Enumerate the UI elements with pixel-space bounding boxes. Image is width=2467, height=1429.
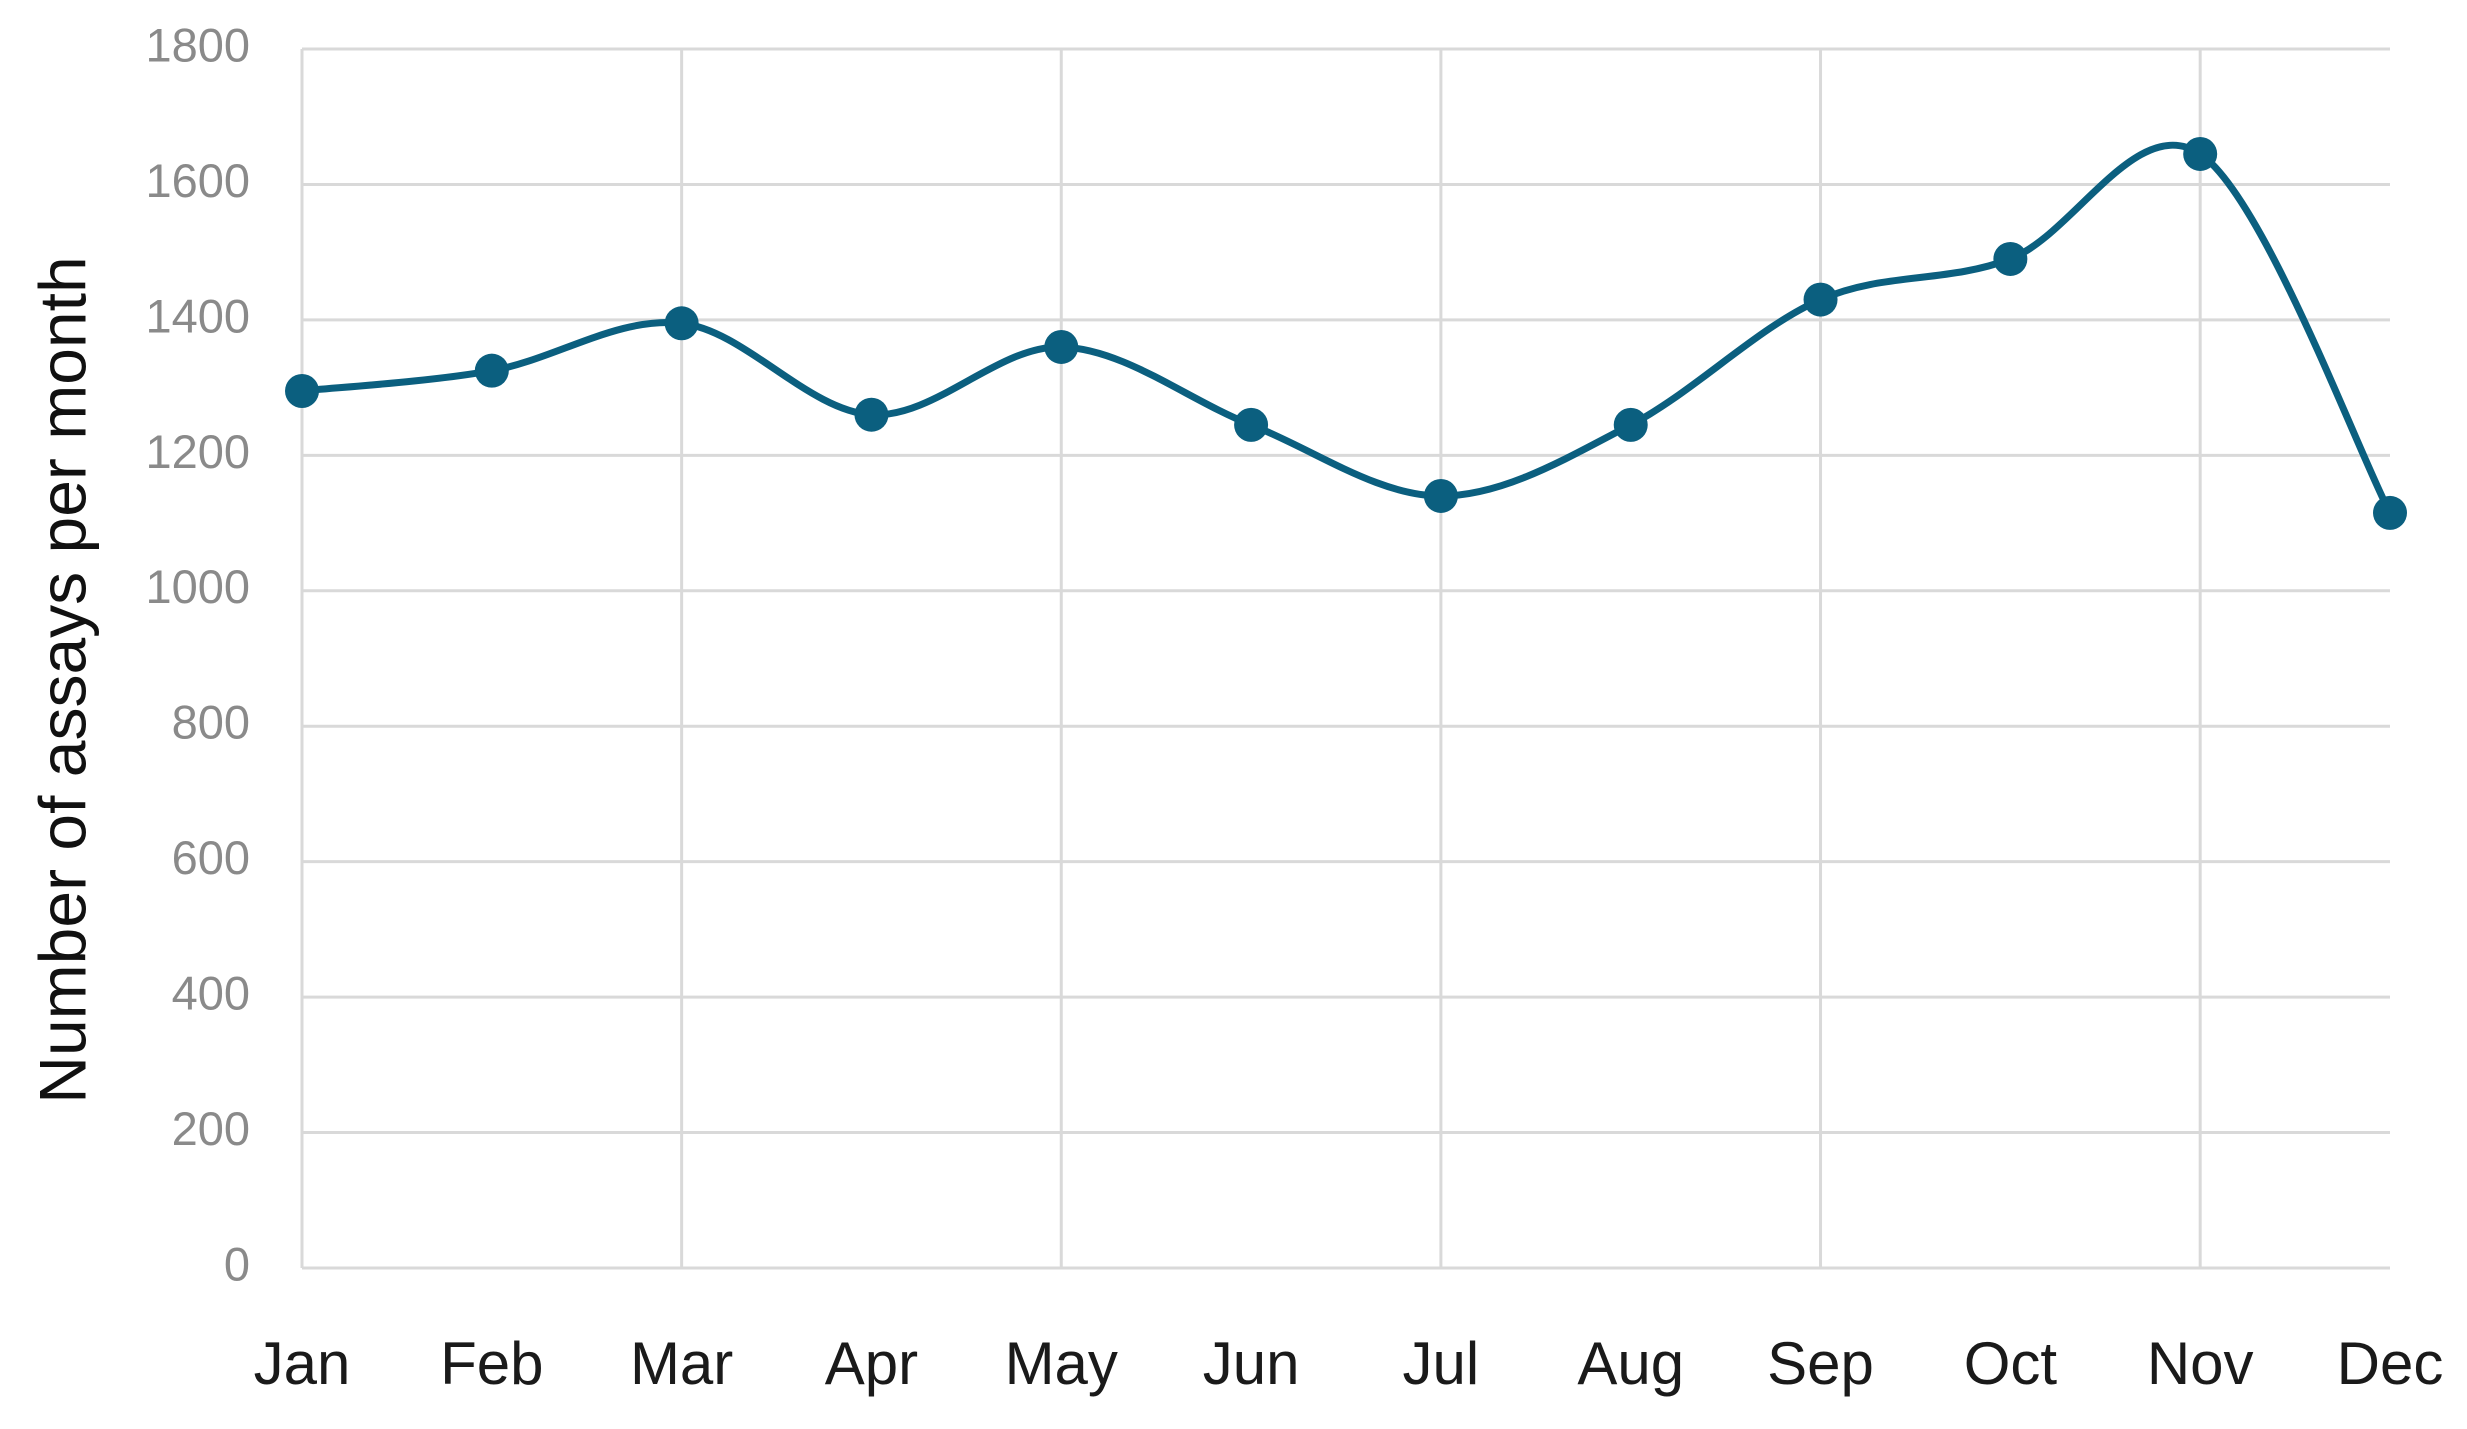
y-tick-label: 1600 xyxy=(145,154,250,207)
x-tick-label: Jun xyxy=(1203,1330,1300,1397)
point xyxy=(1423,478,1458,513)
y-tick-label: 1800 xyxy=(145,18,250,71)
point xyxy=(1803,282,1838,317)
x-tick-label: Apr xyxy=(825,1330,918,1397)
point xyxy=(285,373,319,408)
x-tick-label: Feb xyxy=(440,1330,543,1397)
y-tick-label: 200 xyxy=(172,1102,250,1155)
y-tick-label: 1400 xyxy=(145,289,250,342)
point xyxy=(1234,407,1269,442)
point xyxy=(2183,136,2218,171)
y-axis-title: Number of assays per month xyxy=(25,256,99,1103)
x-tick-label: Oct xyxy=(1964,1330,2058,1397)
x-tick-label: Nov xyxy=(2147,1330,2254,1397)
y-tick-label: 1200 xyxy=(145,425,250,478)
series-line xyxy=(301,141,2394,515)
x-tick-label: Jul xyxy=(1403,1330,1480,1397)
x-tick-label: Sep xyxy=(1767,1330,1874,1397)
point xyxy=(1044,329,1079,364)
x-tick-label: Dec xyxy=(2337,1330,2444,1397)
point xyxy=(1993,241,2028,276)
y-tick-label: 800 xyxy=(172,696,250,749)
y-tick-label: 400 xyxy=(172,967,250,1020)
x-tick-label: May xyxy=(1005,1330,1118,1397)
y-tick-label: 600 xyxy=(172,831,250,884)
point xyxy=(664,306,699,341)
y-tick-label: 1000 xyxy=(145,560,250,613)
point xyxy=(474,353,509,388)
point xyxy=(854,397,889,432)
x-tick-label: Jan xyxy=(254,1330,351,1397)
point xyxy=(1613,407,1648,442)
point xyxy=(2373,495,2407,530)
x-tick-label: Aug xyxy=(1577,1330,1684,1397)
y-tick-label: 0 xyxy=(224,1237,250,1290)
x-tick-label: Mar xyxy=(630,1330,733,1397)
